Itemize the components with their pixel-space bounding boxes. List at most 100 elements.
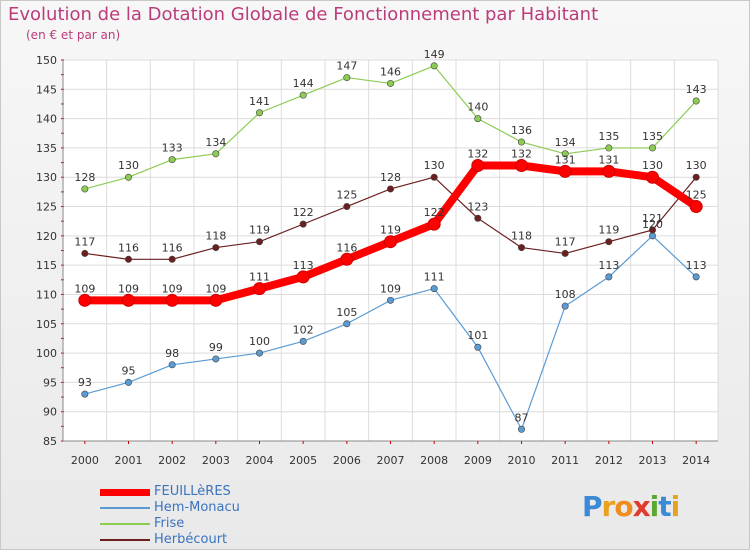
data-label: 125 [686, 189, 707, 202]
data-point [168, 361, 176, 369]
data-label: 113 [598, 259, 619, 272]
x-tick-label: 2012 [595, 454, 623, 467]
x-tick-label: 2013 [639, 454, 667, 467]
data-point [125, 378, 133, 386]
data-point [209, 293, 223, 307]
data-label: 102 [293, 323, 314, 336]
data-point [646, 170, 659, 184]
data-label: 109 [162, 282, 183, 295]
data-point [384, 235, 397, 249]
legend-swatch [100, 507, 150, 509]
data-label: 116 [336, 241, 357, 254]
data-label: 116 [118, 241, 139, 254]
data-point [296, 270, 310, 284]
data-label: 131 [555, 153, 576, 166]
x-tick-label: 2003 [202, 454, 230, 467]
data-label: 109 [205, 282, 226, 295]
data-point [299, 91, 307, 99]
data-point [299, 337, 307, 345]
x-tick-label: 2007 [377, 454, 405, 467]
data-label: 117 [74, 235, 95, 248]
data-label: 131 [598, 153, 619, 166]
data-point [689, 200, 703, 214]
data-point [168, 255, 176, 263]
y-tick-label: 100 [36, 347, 57, 360]
line-chart: 85 90 95 100 105 110 115 120 125 130 135 140 145 150 2… [36, 48, 719, 467]
data-label: 140 [467, 101, 488, 114]
y-tick-label: 120 [36, 230, 57, 243]
data-point [78, 293, 92, 307]
data-point [517, 244, 525, 252]
data-point [561, 249, 569, 257]
data-point [343, 74, 351, 82]
legend-label: FEUILLèRES [154, 484, 231, 499]
legend-swatch [100, 489, 150, 496]
data-point [648, 232, 656, 240]
legend-swatch [100, 539, 150, 541]
chart-title: Evolution de la Dotation Globale de Fonc… [8, 4, 599, 25]
data-label: 87 [515, 411, 529, 424]
data-label: 118 [205, 230, 226, 243]
data-label: 109 [118, 282, 139, 295]
x-tick-label: 2000 [71, 454, 99, 467]
data-point [474, 343, 482, 351]
data-point [299, 220, 307, 228]
y-tick-label: 125 [36, 201, 57, 214]
data-point [168, 156, 176, 164]
data-label: 109 [380, 282, 401, 295]
data-label: 128 [380, 171, 401, 184]
y-tick-label: 115 [36, 259, 57, 272]
data-point [471, 159, 485, 173]
data-label: 111 [249, 271, 270, 284]
data-point [122, 293, 135, 307]
data-label: 134 [205, 136, 226, 149]
data-point [474, 115, 482, 123]
legend-label: Frise [154, 516, 185, 531]
data-label: 99 [209, 341, 223, 354]
data-label: 109 [74, 282, 95, 295]
y-tick-label: 130 [36, 171, 57, 184]
data-label: 119 [249, 224, 270, 237]
data-label: 128 [74, 171, 95, 184]
data-label: 132 [467, 148, 488, 161]
data-point [212, 355, 220, 363]
data-point [255, 109, 263, 117]
data-point [692, 97, 700, 105]
data-label: 133 [162, 142, 183, 155]
data-point [474, 214, 482, 222]
legend-label: Hem-Monacu [154, 500, 240, 515]
y-tick-label: 145 [36, 83, 57, 96]
x-tick-label: 2001 [115, 454, 143, 467]
data-point [648, 226, 656, 234]
data-point [386, 79, 394, 87]
data-label: 100 [249, 335, 270, 348]
data-label: 105 [336, 306, 357, 319]
y-tick-label: 105 [36, 318, 57, 331]
data-label: 134 [555, 136, 576, 149]
data-point [125, 255, 133, 263]
data-point [692, 173, 700, 181]
data-point [253, 282, 266, 296]
data-point [165, 293, 179, 307]
data-label: 119 [380, 224, 401, 237]
proxiti-logo: Proxiti [582, 490, 680, 523]
y-tick-label: 150 [36, 54, 57, 67]
data-label: 108 [555, 288, 576, 301]
data-label: 130 [642, 159, 663, 172]
data-label: 130 [424, 159, 445, 172]
data-point [517, 425, 525, 433]
data-point [517, 138, 525, 146]
x-tick-label: 2006 [333, 454, 361, 467]
data-point [255, 349, 263, 357]
data-label: 116 [162, 241, 183, 254]
data-label: 122 [293, 206, 314, 219]
x-tick-label: 2014 [682, 454, 710, 467]
data-point [648, 144, 656, 152]
y-tick-label: 95 [43, 376, 57, 389]
x-tick-label: 2008 [420, 454, 448, 467]
data-label: 147 [336, 60, 357, 73]
data-label: 117 [555, 235, 576, 248]
data-point [343, 203, 351, 211]
data-point [605, 238, 613, 246]
data-label: 122 [424, 206, 445, 219]
